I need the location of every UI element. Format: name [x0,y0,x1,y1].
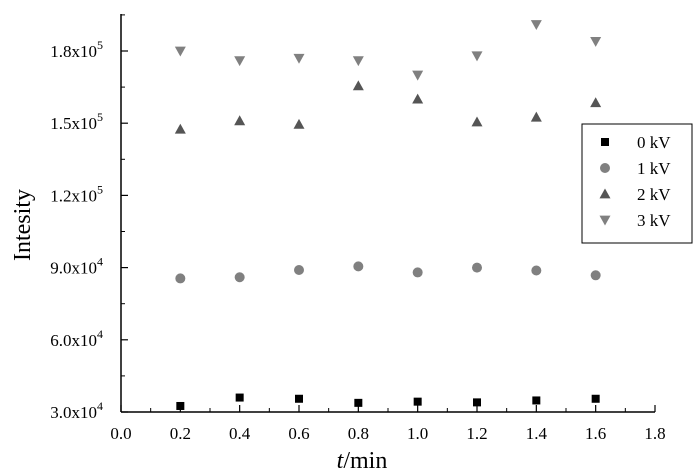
y-tick-exponent: 4 [97,399,103,413]
y-tick-exponent: 4 [97,255,103,269]
y-tick-label: 6.0x104 [50,327,103,350]
x-tick-label: 1.6 [585,424,606,443]
x-tick-label: 0.6 [288,424,309,443]
series-1-kv [175,261,601,284]
legend-marker [599,215,611,226]
y-tick-mantissa: 1.5x10 [50,114,97,133]
series-3-kv [174,20,602,81]
data-point [293,118,305,129]
x-tick-label: 1.0 [407,424,428,443]
legend-label: 0 kV [637,133,671,152]
x-tick-label: 0.2 [170,424,191,443]
x-tick-label: 0.4 [229,424,251,443]
x-axis-title: t/min [337,448,388,474]
x-ticks: 0.0 0.2 0.4 0.6 0.8 1.0 1.2 1.4 1.6 1.8 [110,405,666,443]
y-tick-label: 3.0x104 [50,399,103,422]
data-point [532,396,541,405]
y-tick-exponent: 4 [97,327,103,341]
data-point [412,93,424,104]
y-tick-mantissa: 1.2x10 [50,186,97,205]
data-point [293,53,305,64]
data-point [590,97,602,108]
y-tick-mantissa: 6.0x10 [50,331,97,350]
data-point [530,20,542,31]
legend-item: 1 kV [600,159,671,178]
data-point [234,56,246,67]
x-axis-title-variable: t [337,448,345,474]
y-tick-exponent: 5 [97,38,103,52]
data-point [294,265,304,276]
x-tick-label: 0.8 [348,424,369,443]
y-tick-label: 1.5x105 [50,110,103,133]
data-point [352,80,364,91]
y-ticks: 3.0x1046.0x1049.0x1041.2x1051.5x1051.8x1… [50,14,128,422]
legend-marker [599,188,611,199]
x-tick-label: 1.2 [466,424,487,443]
data-point [590,270,601,281]
data-point [175,273,186,284]
legend-label: 3 kV [637,211,671,230]
data-point [234,272,245,283]
y-tick-exponent: 5 [97,182,103,196]
y-axis-title: Intesity [10,189,36,261]
legend-box [581,123,693,244]
series-0-kv [176,393,600,410]
data-point [530,111,542,122]
y-tick-mantissa: 1.8x10 [50,42,97,61]
data-point [234,115,246,126]
y-tick-exponent: 5 [97,110,103,124]
legend-item: 0 kV [601,133,671,152]
data-point [412,267,423,278]
x-tick-label: 1.4 [526,424,548,443]
y-tick-label: 9.0x104 [50,255,103,278]
y-tick-label: 1.8x105 [50,38,103,61]
data-point [590,36,602,47]
series-group [174,20,602,410]
data-point [174,46,186,57]
x-tick-label: 0.0 [110,424,131,443]
data-point [412,70,424,81]
data-point [352,56,364,67]
plot-frame [120,14,655,413]
legend-label: 1 kV [637,159,671,178]
y-tick-mantissa: 3.0x10 [50,403,97,422]
series-2-kv [174,80,602,134]
data-point [353,261,364,272]
data-point [471,51,483,62]
legend-marker [600,163,610,173]
legend: 0 kV 1 kV 2 kV 3 kV [581,123,693,244]
legend-item: 2 kV [599,185,671,204]
data-point [591,394,600,403]
data-point [176,401,185,410]
data-point [472,262,482,273]
data-point [174,123,186,134]
data-point [473,398,481,407]
legend-marker [601,138,609,146]
legend-item: 3 kV [599,211,671,230]
data-point [295,394,303,403]
data-point [235,393,244,402]
data-point [354,398,363,407]
data-point [531,265,542,276]
y-tick-mantissa: 9.0x10 [50,259,97,278]
x-axis-title-unit: /min [343,448,387,474]
x-tick-label: 1.8 [644,424,665,443]
data-point [413,397,422,406]
y-tick-label: 1.2x105 [50,182,103,205]
data-point [471,116,483,127]
legend-label: 2 kV [637,185,671,204]
